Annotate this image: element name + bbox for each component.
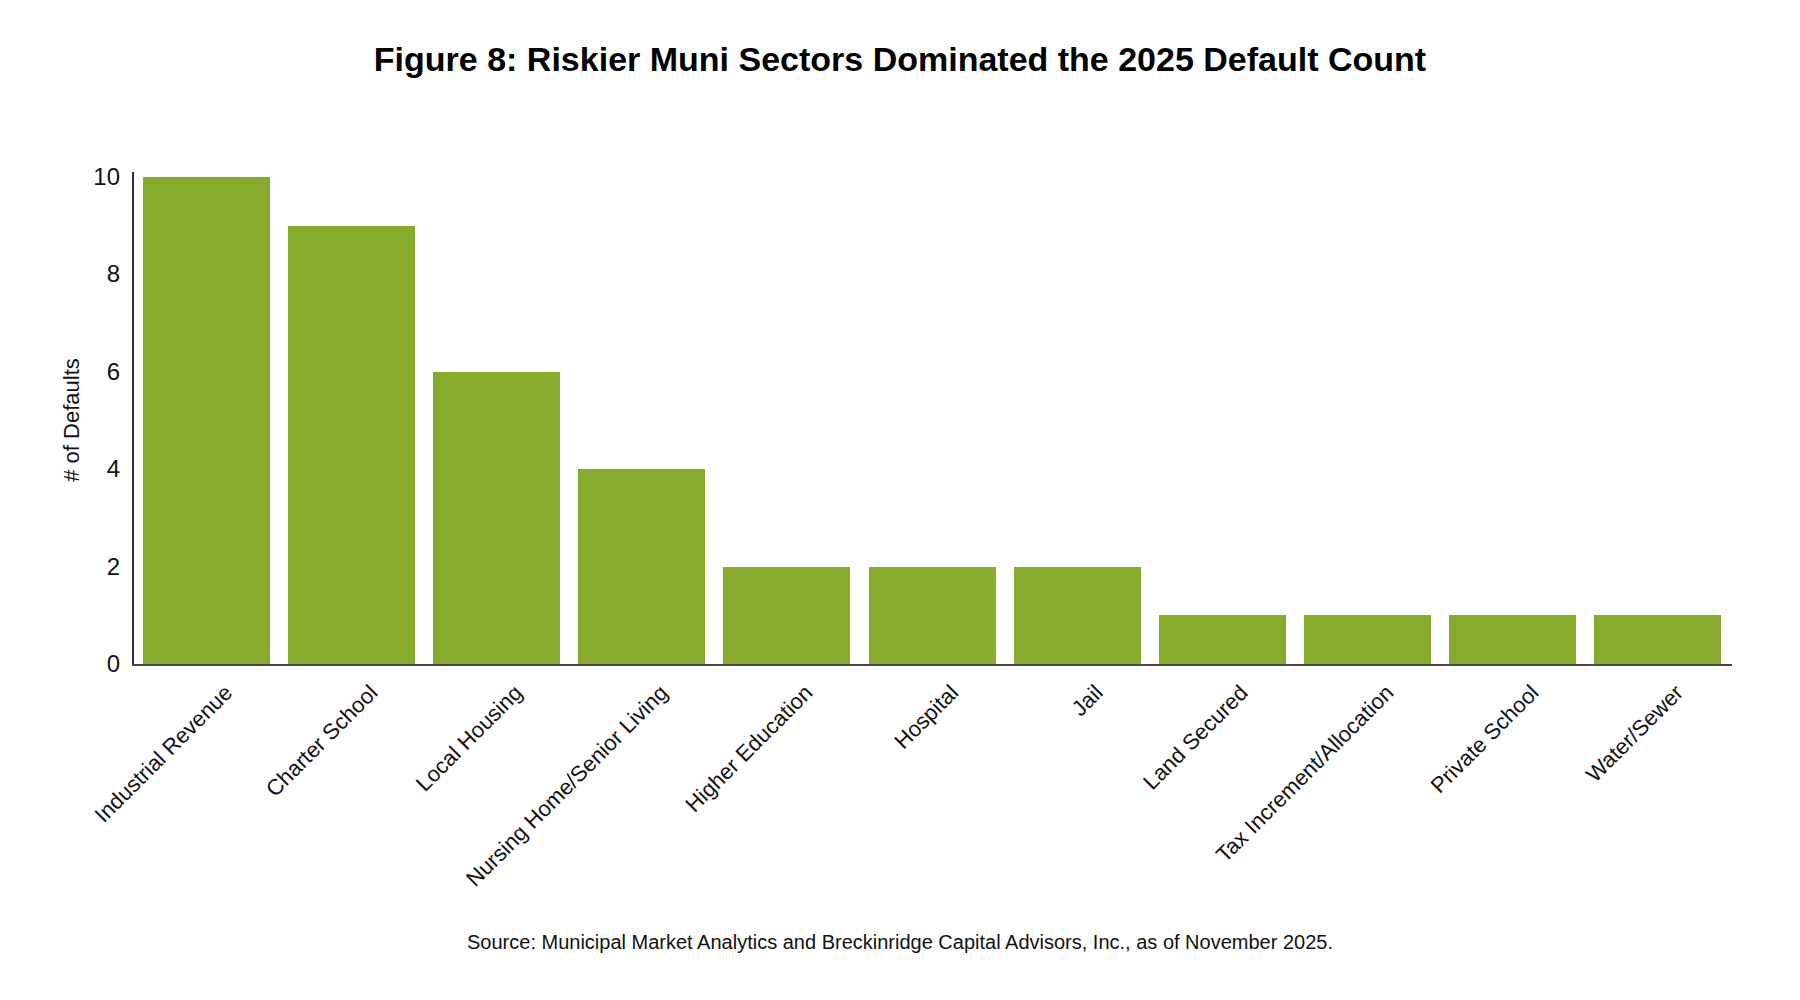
x-tick-label: Local Housing <box>411 680 528 797</box>
bar <box>869 567 996 664</box>
y-tick-label: 4 <box>30 454 120 484</box>
y-tick-label: 0 <box>30 649 120 679</box>
x-axis-line <box>132 664 1732 666</box>
plot-area <box>134 177 1730 664</box>
y-tick-label: 6 <box>30 357 120 387</box>
bar <box>578 469 705 664</box>
y-axis-label: # of Defaults <box>59 280 85 560</box>
x-tick-label: Charter School <box>261 680 383 802</box>
x-tick-label: Industrial Revenue <box>90 680 238 828</box>
bar <box>433 372 560 664</box>
x-tick-label: Higher Education <box>681 680 819 818</box>
figure-8-chart: Figure 8: Riskier Muni Sectors Dominated… <box>0 0 1800 1000</box>
bar <box>1159 615 1286 664</box>
bar <box>1449 615 1576 664</box>
x-tick-label: Water/Sewer <box>1581 680 1689 788</box>
y-tick-label: 2 <box>30 552 120 582</box>
y-tick-label: 8 <box>30 259 120 289</box>
bar <box>723 567 850 664</box>
x-tick-label: Hospital <box>889 680 964 755</box>
y-tick-label: 10 <box>30 162 120 192</box>
source-note: Source: Municipal Market Analytics and B… <box>0 931 1800 954</box>
bar <box>1304 615 1431 664</box>
bar <box>1594 615 1721 664</box>
x-tick-label: Private School <box>1425 680 1544 799</box>
chart-title: Figure 8: Riskier Muni Sectors Dominated… <box>0 40 1800 79</box>
bar <box>1014 567 1141 664</box>
bar <box>288 226 415 664</box>
x-tick-label: Land Secured <box>1138 680 1253 795</box>
bar <box>143 177 270 664</box>
x-tick-label: Jail <box>1067 680 1109 722</box>
